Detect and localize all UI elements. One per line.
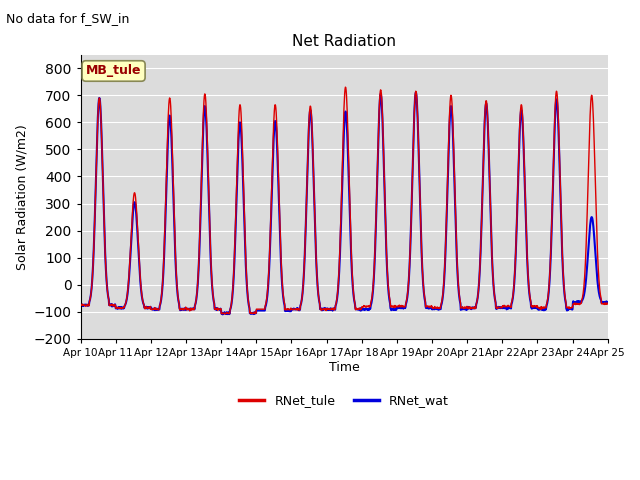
RNet_tule: [342, 84, 349, 90]
RNet_tule: [221, 311, 228, 317]
RNet_wat: [412, 90, 420, 96]
RNet_wat: [495, 305, 503, 311]
Text: MB_tule: MB_tule: [86, 64, 141, 77]
RNet_wat: [253, 308, 261, 313]
RNet_wat: [181, 306, 189, 312]
RNet_tule: [495, 305, 503, 311]
RNet_tule: [253, 306, 261, 312]
RNet_wat: [219, 312, 227, 317]
RNet_tule: [77, 302, 84, 308]
RNet_wat: [542, 307, 550, 312]
Text: No data for f_SW_in: No data for f_SW_in: [6, 12, 130, 25]
Y-axis label: Solar Radiation (W/m2): Solar Radiation (W/m2): [15, 124, 28, 270]
RNet_tule: [194, 279, 202, 285]
RNet_wat: [604, 300, 612, 305]
RNet_tule: [426, 304, 434, 310]
RNet_wat: [194, 280, 202, 286]
Title: Net Radiation: Net Radiation: [292, 34, 396, 49]
RNet_tule: [181, 306, 189, 312]
Line: RNet_tule: RNet_tule: [81, 87, 608, 314]
RNet_wat: [77, 302, 84, 308]
RNet_tule: [604, 300, 612, 306]
Legend: RNet_tule, RNet_wat: RNet_tule, RNet_wat: [234, 389, 454, 412]
Line: RNet_wat: RNet_wat: [81, 93, 608, 314]
RNet_wat: [426, 305, 434, 311]
X-axis label: Time: Time: [329, 361, 360, 374]
RNet_tule: [542, 305, 550, 311]
